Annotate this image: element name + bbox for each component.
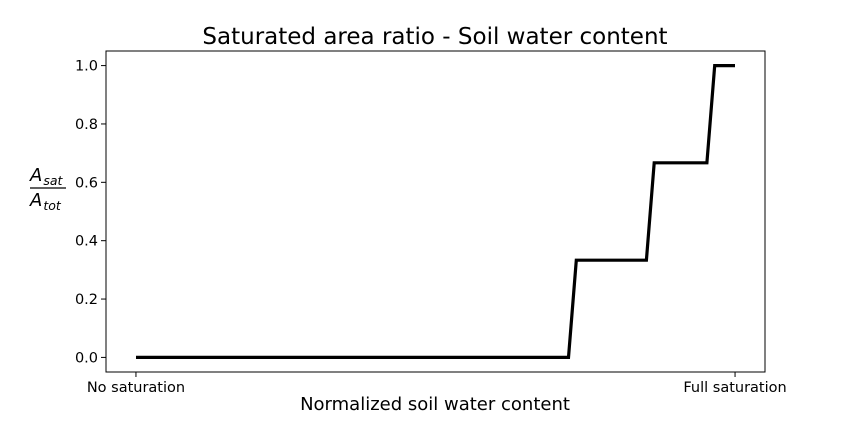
plot-frame xyxy=(105,50,766,373)
x-axis: No saturation Full saturation xyxy=(87,372,787,396)
x-tick-label: Full saturation xyxy=(683,380,786,396)
y-tick-label: 0.2 xyxy=(75,292,98,308)
chart-title: Saturated area ratio - Soil water conten… xyxy=(202,24,667,50)
y-label-numerator: Asat xyxy=(29,165,64,188)
y-label-denominator: Atot xyxy=(29,190,62,213)
y-tick-label: 0.4 xyxy=(75,234,98,250)
y-tick-label: 0.0 xyxy=(75,350,98,366)
y-tick-label: 0.8 xyxy=(75,117,98,133)
y-axis-label: Asat Atot xyxy=(29,165,66,213)
x-axis-label: Normalized soil water content xyxy=(300,394,570,415)
y-tick-label: 0.6 xyxy=(75,175,98,191)
x-tick-label: No saturation xyxy=(87,380,185,396)
y-tick-label: 1.0 xyxy=(75,59,98,75)
y-axis: 0.0 0.2 0.4 0.6 0.8 1.0 xyxy=(75,59,106,366)
series-line xyxy=(136,63,735,359)
